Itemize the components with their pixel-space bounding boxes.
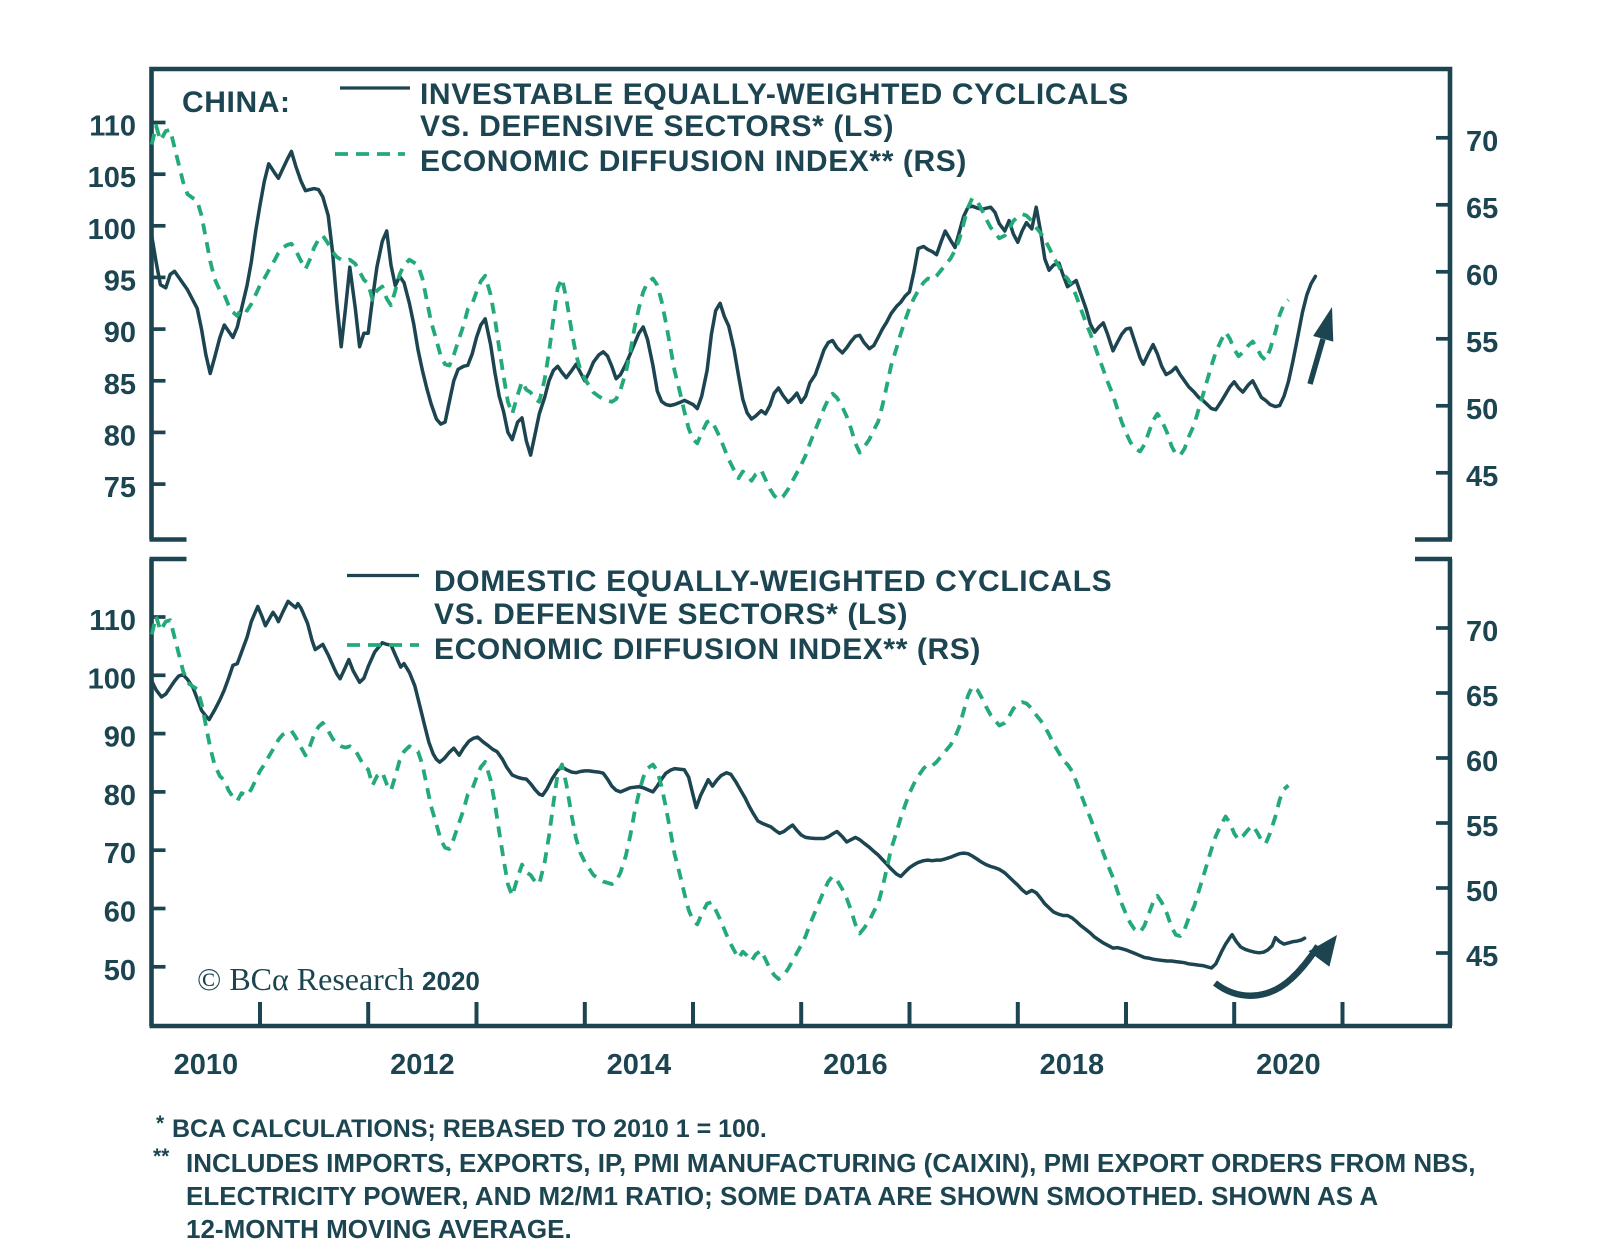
svg-text:2010: 2010	[174, 1049, 239, 1081]
svg-text:45: 45	[1466, 941, 1498, 973]
svg-text:110: 110	[89, 605, 136, 637]
svg-text:50: 50	[1466, 876, 1498, 908]
svg-text:© BCα Research 2020: © BCα Research 2020	[197, 961, 480, 997]
svg-text:*: *	[156, 1112, 165, 1135]
svg-text:70: 70	[1466, 616, 1498, 648]
svg-text:95: 95	[104, 265, 136, 297]
svg-text:60: 60	[104, 897, 136, 929]
svg-text:80: 80	[104, 780, 136, 812]
svg-text:60: 60	[1466, 260, 1498, 292]
svg-text:90: 90	[104, 722, 136, 754]
svg-text:INCLUDES IMPORTS, EXPORTS, IP,: INCLUDES IMPORTS, EXPORTS, IP, PMI MANUF…	[186, 1148, 1476, 1178]
svg-text:VS. DEFENSIVE SECTORS* (LS): VS. DEFENSIVE SECTORS* (LS)	[434, 598, 908, 631]
svg-text:80: 80	[104, 420, 136, 452]
svg-text:55: 55	[1466, 327, 1498, 359]
svg-text:45: 45	[1466, 461, 1498, 493]
svg-text:2018: 2018	[1040, 1049, 1105, 1081]
svg-text:90: 90	[104, 317, 136, 349]
svg-text:85: 85	[104, 369, 136, 401]
svg-text:**: **	[153, 1145, 170, 1168]
svg-text:105: 105	[88, 162, 136, 194]
svg-text:2014: 2014	[607, 1049, 672, 1081]
svg-text:ELECTRICITY POWER, AND M2/M1 R: ELECTRICITY POWER, AND M2/M1 RATIO; SOME…	[186, 1181, 1378, 1211]
svg-text:2012: 2012	[390, 1049, 455, 1081]
svg-text:BCA CALCULATIONS; REBASED TO 2: BCA CALCULATIONS; REBASED TO 2010 1 = 10…	[172, 1115, 767, 1143]
svg-text:70: 70	[104, 838, 136, 870]
svg-text:55: 55	[1466, 811, 1498, 843]
svg-text:ECONOMIC DIFFUSION INDEX** (RS: ECONOMIC DIFFUSION INDEX** (RS)	[434, 633, 981, 666]
svg-text:2020: 2020	[1256, 1049, 1321, 1081]
svg-text:75: 75	[104, 472, 136, 504]
svg-text:100: 100	[88, 663, 136, 695]
svg-text:12-MONTH MOVING AVERAGE.: 12-MONTH MOVING AVERAGE.	[186, 1214, 572, 1244]
svg-text:50: 50	[104, 955, 136, 987]
svg-text:VS. DEFENSIVE SECTORS* (LS): VS. DEFENSIVE SECTORS* (LS)	[420, 110, 894, 143]
svg-text:2016: 2016	[823, 1049, 888, 1081]
svg-text:50: 50	[1466, 394, 1498, 426]
svg-text:ECONOMIC DIFFUSION INDEX** (RS: ECONOMIC DIFFUSION INDEX** (RS)	[420, 145, 967, 178]
svg-text:CHINA:: CHINA:	[182, 86, 291, 119]
svg-text:65: 65	[1466, 193, 1498, 225]
svg-text:DOMESTIC EQUALLY-WEIGHTED CYCL: DOMESTIC EQUALLY-WEIGHTED CYCLICALS	[434, 565, 1112, 598]
svg-text:110: 110	[89, 111, 136, 143]
svg-text:60: 60	[1466, 746, 1498, 778]
svg-text:100: 100	[88, 214, 136, 246]
svg-text:INVESTABLE EQUALLY-WEIGHTED CY: INVESTABLE EQUALLY-WEIGHTED CYCLICALS	[420, 78, 1129, 111]
svg-text:70: 70	[1466, 126, 1498, 158]
svg-text:65: 65	[1466, 681, 1498, 713]
